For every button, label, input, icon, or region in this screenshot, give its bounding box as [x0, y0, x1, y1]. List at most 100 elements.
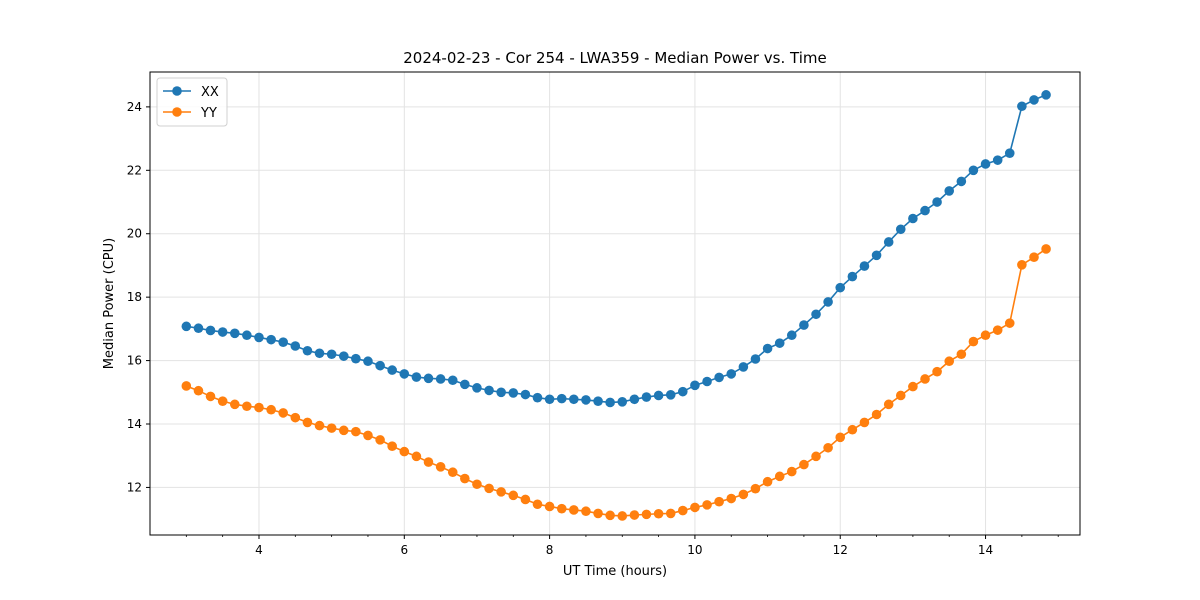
data-point-yy [920, 374, 930, 384]
data-point-xx [472, 383, 482, 393]
data-point-xx [326, 349, 337, 360]
data-point-xx [605, 397, 615, 408]
data-point-xx [956, 176, 967, 187]
data-point-yy [690, 502, 700, 513]
y-axis-label: Median Power (CPU) [102, 238, 117, 369]
data-point-yy [677, 505, 688, 516]
data-point-xx [435, 374, 446, 384]
plot-frame [149, 71, 1081, 536]
series-layer [181, 90, 1051, 521]
data-point-xx [447, 375, 458, 386]
data-point-yy [617, 511, 628, 521]
data-point-xx [774, 338, 785, 348]
data-point-xx [641, 392, 652, 402]
series-line-yy [186, 248, 1047, 517]
data-point-yy [399, 446, 410, 457]
data-point-xx [992, 155, 1003, 165]
data-point-xx [980, 159, 991, 169]
data-point-xx [411, 372, 422, 382]
data-point-xx [375, 360, 385, 371]
data-point-yy [835, 432, 846, 443]
data-point-xx [351, 353, 361, 364]
series-xx [181, 90, 1051, 408]
x-tick-label: 10 [687, 543, 702, 557]
data-point-xx [823, 297, 833, 307]
legend-label-yy: YY [200, 106, 217, 121]
data-point-xx [593, 396, 603, 406]
y-tick-label: 12 [127, 480, 142, 494]
data-point-yy [702, 500, 712, 510]
data-point-yy [338, 425, 349, 436]
legend-marker-xx [172, 86, 182, 96]
data-point-xx [786, 330, 797, 341]
data-point-yy [314, 420, 325, 431]
data-point-xx [254, 332, 264, 343]
data-point-xx [544, 394, 555, 405]
data-point-yy [1004, 318, 1015, 328]
data-point-yy [653, 508, 664, 519]
data-point-yy [1017, 260, 1027, 270]
data-point-yy [387, 441, 397, 452]
data-point-xx [1004, 148, 1015, 158]
y-tick-label: 18 [127, 290, 142, 304]
data-point-yy [895, 390, 906, 401]
data-point-xx [581, 395, 591, 405]
data-point-yy [423, 457, 434, 467]
series-line-xx [186, 94, 1047, 404]
data-point-yy [411, 451, 422, 462]
data-point-xx [205, 325, 216, 336]
data-point-xx [762, 343, 773, 354]
x-tick-label: 4 [255, 543, 263, 557]
data-point-yy [217, 396, 228, 406]
data-point-xx [847, 271, 858, 282]
x-tick-label: 14 [978, 543, 993, 557]
data-point-xx [423, 373, 434, 384]
data-point-yy [569, 505, 579, 515]
data-point-yy [302, 417, 313, 428]
data-point-yy [544, 501, 555, 512]
data-point-xx [314, 348, 325, 359]
y-tick-label: 20 [127, 227, 142, 241]
data-point-yy [229, 399, 240, 410]
data-point-xx [920, 205, 930, 216]
data-point-yy [278, 408, 288, 418]
data-point-yy [266, 404, 276, 415]
data-point-yy [351, 426, 361, 437]
data-point-xx [193, 323, 204, 334]
data-point-xx [532, 392, 543, 403]
data-point-xx [811, 309, 821, 320]
data-point-yy [859, 417, 870, 428]
legend: XX YY [156, 77, 228, 127]
x-tick-label: 12 [833, 543, 848, 557]
data-point-xx [750, 354, 761, 364]
data-point-yy [242, 401, 252, 412]
legend-marker-yy [172, 107, 182, 117]
data-point-yy [811, 451, 821, 462]
ticks: 4 6 8 10 12 14 12 14 16 18 20 22 24 [127, 100, 1059, 557]
data-point-xx [508, 388, 519, 398]
data-point-yy [738, 489, 749, 500]
data-point-yy [665, 508, 676, 519]
data-point-xx [484, 385, 494, 396]
data-point-yy [1029, 252, 1039, 262]
chart-title: 2024-02-23 - Cor 254 - LWA359 - Median P… [403, 49, 827, 67]
data-point-yy [641, 509, 652, 520]
data-point-yy [375, 435, 385, 445]
data-point-yy [205, 391, 216, 402]
data-point-xx [726, 369, 737, 379]
data-point-xx [968, 165, 979, 176]
data-point-xx [399, 369, 410, 379]
data-point-yy [605, 510, 615, 521]
data-point-yy [726, 493, 737, 504]
data-point-yy [581, 506, 591, 517]
data-point-yy [532, 499, 543, 510]
data-point-xx [883, 237, 894, 247]
data-point-xx [871, 250, 882, 261]
data-point-xx [653, 390, 664, 401]
data-point-yy [799, 459, 809, 470]
data-point-xx [799, 320, 809, 330]
x-tick-label: 8 [546, 543, 554, 557]
data-point-yy [593, 508, 603, 519]
data-point-xx [859, 261, 870, 271]
